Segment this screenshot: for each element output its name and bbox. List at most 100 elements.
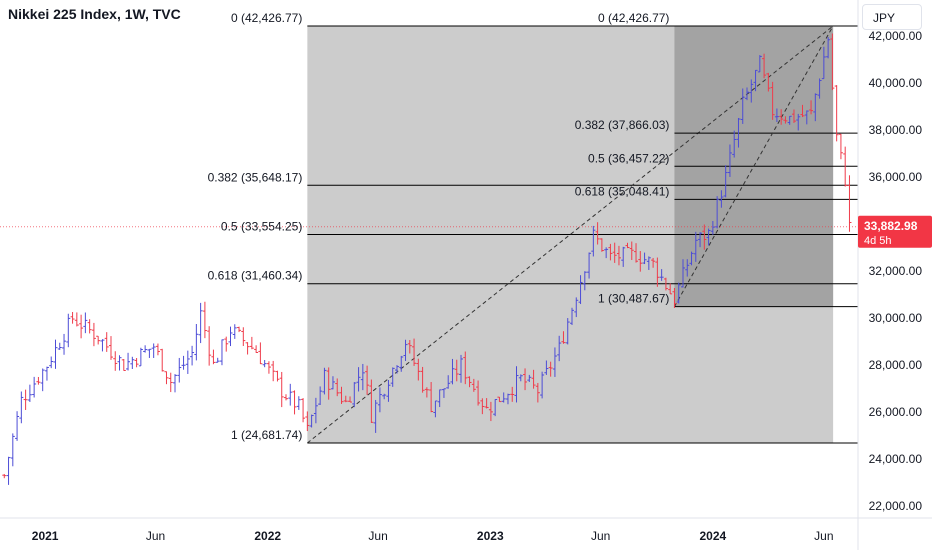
ohlc-bar (117, 355, 122, 371)
ohlc-bar (791, 109, 796, 123)
ohlc-bar (279, 371, 284, 408)
ohlc-bar (651, 257, 656, 268)
ohlc-bar (527, 374, 532, 382)
fib-level-label: 0.5 (33,554.25) (221, 220, 302, 234)
ohlc-bar (779, 109, 784, 125)
fib-level-label: 1 (30,487.67) (598, 292, 669, 306)
ohlc-bar (113, 351, 118, 371)
ohlc-bar (830, 33, 835, 91)
ohlc-bar (177, 357, 182, 383)
ohlc-bar (441, 388, 446, 398)
ohlc-bar (254, 345, 259, 353)
ohlc-bar (523, 368, 528, 391)
ohlc-bar (518, 374, 523, 382)
ohlc-bar (164, 371, 169, 385)
ohlc-bar (467, 376, 472, 388)
ohlc-bars (2, 33, 852, 485)
ohlc-bar (271, 360, 276, 382)
ohlc-bar (488, 401, 493, 422)
ohlc-bar (638, 251, 643, 272)
ohlc-bar (616, 245, 621, 266)
price-axis-tick-label: 22,000.00 (869, 499, 923, 513)
ohlc-bar (676, 282, 681, 304)
ohlc-bar (608, 243, 613, 261)
ohlc-bar (745, 87, 750, 101)
ohlc-bar (356, 367, 361, 392)
ohlc-bar (813, 93, 818, 122)
ohlc-bar (629, 241, 634, 260)
ohlc-bar (168, 372, 173, 393)
ohlc-bar (121, 358, 126, 371)
ohlc-bar (574, 297, 579, 318)
price-axis-tick-label: 38,000.00 (869, 123, 923, 137)
fib-level-label: 0.5 (36,457.22) (588, 151, 669, 165)
ohlc-bar (126, 352, 131, 371)
ohlc-bar (762, 53, 767, 79)
ohlc-bar (476, 380, 481, 406)
ohlc-bar (326, 367, 331, 400)
ohlc-bar (288, 383, 293, 406)
ohlc-bar (266, 361, 271, 374)
ohlc-bar (241, 327, 246, 346)
time-axis-tick-label: Jun (146, 529, 165, 543)
ohlc-bar (258, 342, 263, 365)
ohlc-bar (484, 398, 489, 409)
time-axis-tick-label: 2023 (477, 529, 504, 543)
ohlc-bar (446, 375, 451, 389)
ohlc-bar (211, 349, 216, 365)
ohlc-bar (770, 81, 775, 120)
ohlc-bar (796, 113, 801, 131)
ohlc-bar (160, 348, 165, 372)
ohlc-bar (348, 396, 353, 403)
ohlc-bar (134, 357, 139, 368)
ohlc-bar (44, 366, 49, 381)
ohlc-bar (599, 238, 604, 252)
ohlc-bar (147, 348, 152, 358)
ohlc-bar (437, 389, 442, 408)
price-axis-tick-label: 28,000.00 (869, 358, 923, 372)
ohlc-bar (284, 394, 288, 401)
ohlc-bar (173, 374, 178, 393)
ohlc-bar (625, 242, 630, 249)
ohlc-bar (582, 271, 587, 291)
ohlc-bar (424, 387, 429, 398)
ohlc-bar (27, 384, 32, 402)
ohlc-bar (783, 116, 788, 124)
ohlc-bar (360, 363, 365, 391)
ohlc-bar (335, 378, 340, 397)
ohlc-bar (108, 336, 113, 360)
fib-level-label: 0 (42,426.77) (231, 11, 302, 25)
ohlc-bar (219, 339, 224, 366)
currency-selector[interactable]: JPY (862, 4, 922, 30)
ohlc-bar (365, 365, 370, 395)
ohlc-bar (535, 382, 540, 403)
ohlc-bar (757, 55, 762, 73)
ohlc-bar (463, 351, 468, 385)
ohlc-bar (23, 389, 28, 410)
ohlc-bar (292, 390, 297, 415)
ohlc-bar (138, 347, 143, 367)
ohlc-bar (838, 133, 843, 160)
ohlc-bar (685, 259, 690, 277)
price-axis-tick-label: 32,000.00 (869, 264, 923, 278)
time-axis-tick-label: 2024 (700, 529, 727, 543)
fib-level-label: 0.382 (37,866.03) (575, 118, 670, 132)
ohlc-bar (49, 356, 54, 369)
ohlc-bar (727, 144, 732, 177)
ohlc-bar (215, 357, 220, 363)
ohlc-bar (540, 371, 545, 399)
price-axis-tick-label: 40,000.00 (869, 76, 923, 90)
ohlc-bar (604, 247, 609, 259)
ohlc-bar (2, 473, 7, 479)
ohlc-bar (15, 411, 20, 441)
ohlc-bar (53, 339, 58, 369)
time-axis-tick-label: 2021 (32, 529, 59, 543)
ohlc-bar (548, 361, 553, 377)
ohlc-bar (19, 391, 24, 424)
ohlc-bar (834, 85, 839, 142)
time-axis-tick-label: Jun (368, 529, 387, 543)
ohlc-bar (245, 342, 250, 355)
ohlc-bar (578, 275, 583, 305)
